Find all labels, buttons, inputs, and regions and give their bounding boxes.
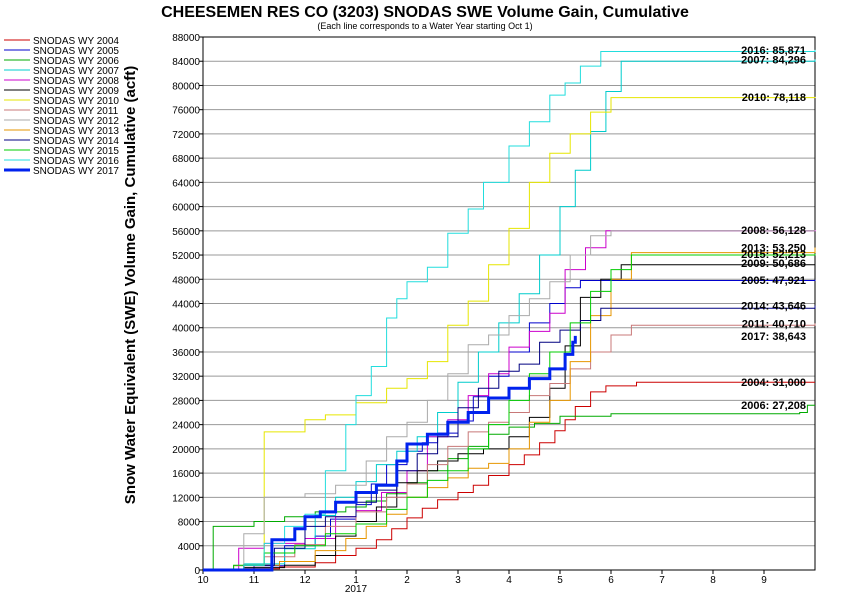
y-tick-label: 72000: [172, 130, 200, 141]
series-end-label: 2011: 40,710: [742, 318, 806, 330]
series-end-label: 2015: 52,213: [741, 249, 806, 261]
y-tick-label: 20000: [172, 445, 200, 456]
x-tick-label: 12: [299, 575, 311, 586]
series-lines: [203, 49, 816, 572]
legend-label: SNODAS WY 2014: [33, 136, 119, 147]
series-line: [203, 381, 815, 571]
legend-label: SNODAS WY 2009: [33, 86, 119, 97]
y-axis-ticks: 0 4000 8000 12000 16000 20000 24000 28000 32000 3…: [172, 33, 203, 577]
x-tick-label: 3: [455, 575, 461, 586]
y-tick-label: 88000: [172, 33, 200, 44]
y-tick-label: 56000: [172, 227, 200, 238]
series-line: [203, 59, 816, 571]
series-line: [203, 49, 816, 571]
y-tick-label: 28000: [172, 396, 200, 407]
y-tick-label: 32000: [172, 372, 200, 383]
chart-subtitle: (Each line corresponds to a Water Year s…: [317, 21, 532, 31]
y-tick-label: 4000: [178, 542, 201, 553]
series-end-label: 2005: 47,921: [741, 275, 806, 287]
x-tick-label: 2: [404, 575, 410, 586]
y-tick-label: 16000: [172, 469, 200, 480]
x-tick-label: 5: [557, 575, 563, 586]
end-labels: 2004: 31,000 2005: 47,921 2006: 27,208 2007…: [741, 45, 806, 412]
legend-label: SNODAS WY 2013: [33, 126, 119, 137]
series-end-label: 2004: 31,000: [741, 377, 806, 389]
y-tick-label: 36000: [172, 348, 200, 359]
series-end-label: 2006: 27,208: [741, 400, 806, 412]
x-tick-label: 11: [249, 575, 260, 586]
y-tick-label: 12000: [172, 493, 200, 504]
legend-label: SNODAS WY 2007: [33, 66, 119, 77]
legend-label: SNODAS WY 2005: [33, 46, 119, 57]
x-tick-label: 9: [761, 575, 767, 586]
chart-title: CHEESEMEN RES CO (3203) SNODAS SWE Volum…: [161, 4, 689, 21]
x-tick-label: 1: [353, 575, 359, 586]
series-end-label: 2014: 43,646: [741, 301, 806, 313]
x-tick-label: 10: [197, 575, 209, 586]
legend-label: SNODAS WY 2016: [33, 156, 119, 167]
y-tick-label: 68000: [172, 154, 200, 165]
series-end-label: 2016: 85,871: [741, 45, 806, 57]
series-line: [203, 335, 577, 572]
series-end-label: 2017: 38,643: [741, 331, 806, 343]
series-end-label: 2013: 53,250: [741, 242, 806, 254]
x-tick-label: 7: [659, 575, 665, 586]
series-end-label: 2007: 84,296: [741, 54, 806, 66]
y-tick-label: 40000: [172, 324, 200, 335]
y-tick-label: 84000: [172, 57, 200, 68]
y-tick-label: 44000: [172, 300, 200, 311]
legend-label: SNODAS WY 2012: [33, 116, 119, 127]
y-tick-label: 80000: [172, 81, 200, 92]
x-tick-label: 6: [608, 575, 614, 586]
legend-label: SNODAS WY 2008: [33, 76, 119, 87]
series-line: [203, 253, 816, 571]
y-tick-label: 24000: [172, 421, 200, 432]
legend-label: SNODAS WY 2015: [33, 146, 119, 157]
x-year-label: 2017: [345, 584, 368, 595]
y-axis-label: Snow Water Equivalent (SWE) Volume Gain,…: [122, 66, 139, 504]
x-tick-label: 4: [506, 575, 512, 586]
series-line: [203, 247, 816, 571]
series-line: [203, 96, 816, 571]
legend-label: SNODAS WY 2011: [33, 106, 119, 117]
y-tick-label: 76000: [172, 106, 200, 117]
series-end-label: 2008: 56,128: [741, 225, 806, 237]
series-line: [203, 230, 815, 571]
legend-label: SNODAS WY 2017: [33, 166, 119, 177]
y-tick-label: 8000: [178, 518, 201, 529]
x-tick-label: 8: [710, 575, 716, 586]
y-tick-label: 52000: [172, 251, 200, 262]
legend-label: SNODAS WY 2004: [33, 36, 119, 47]
series-end-label: 2009: 50,686: [741, 258, 806, 270]
y-tick-label: 60000: [172, 203, 200, 214]
legend-label: SNODAS WY 2006: [33, 56, 119, 67]
series-line: [203, 263, 816, 571]
y-tick-label: 0: [194, 566, 200, 577]
y-tick-label: 48000: [172, 275, 200, 286]
x-axis-ticks: 10 11 12 1 2 3 4 5 6 7 8 9: [197, 570, 767, 586]
y-tick-label: 64000: [172, 178, 200, 189]
legend-label: SNODAS WY 2010: [33, 96, 119, 107]
series-end-label: 2010: 78,118: [742, 92, 806, 104]
